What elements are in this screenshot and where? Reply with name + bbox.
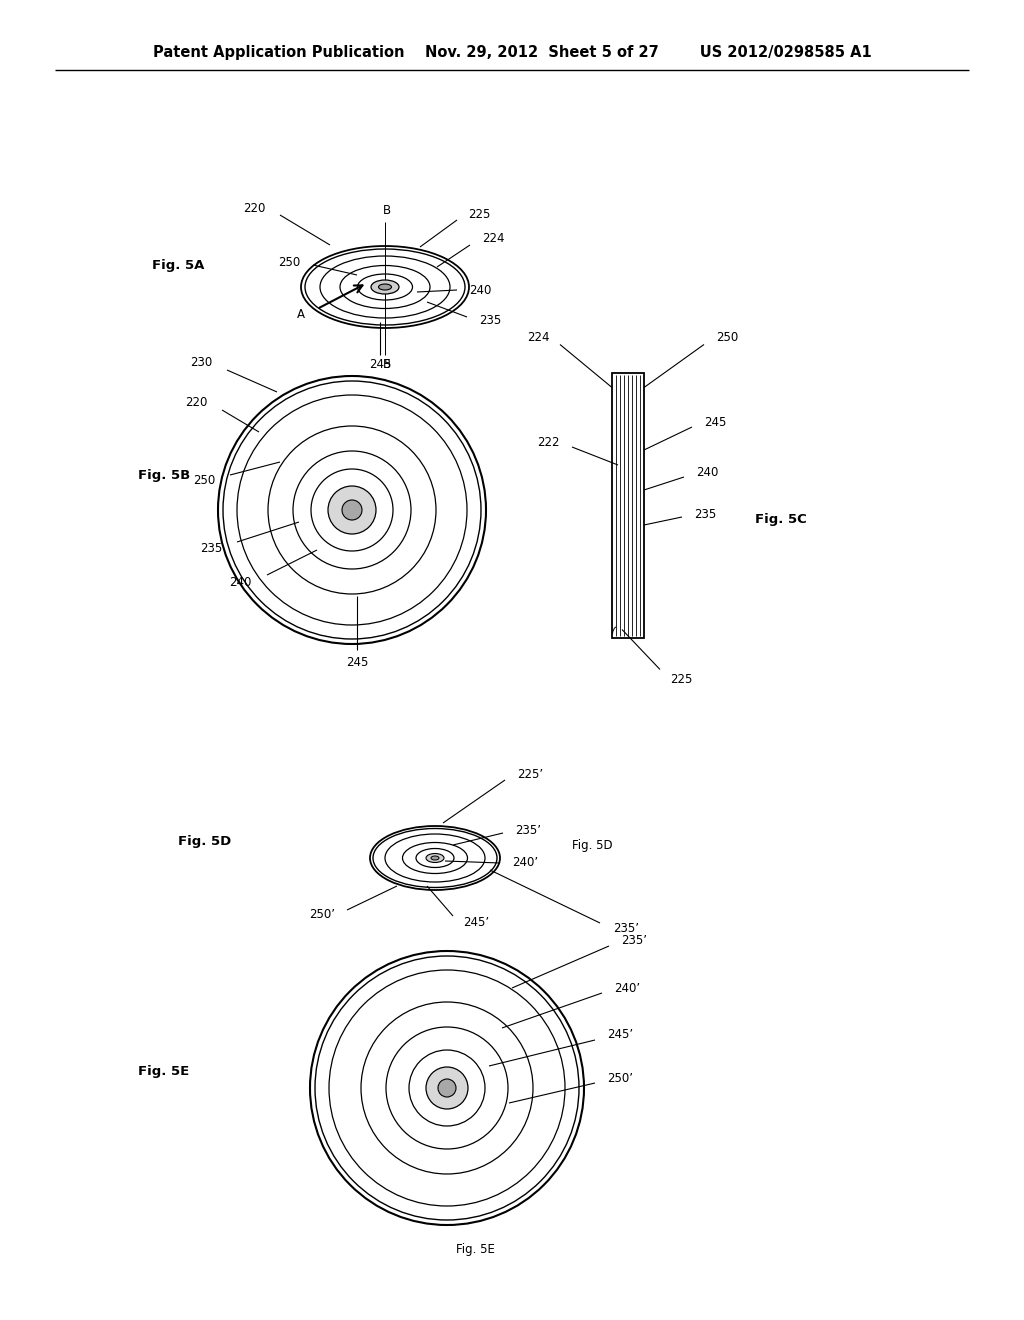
Text: 235: 235 bbox=[479, 314, 502, 326]
Text: 225: 225 bbox=[468, 207, 490, 220]
Text: 245: 245 bbox=[705, 416, 726, 429]
Text: Fig. 5D: Fig. 5D bbox=[178, 836, 231, 849]
Text: 224: 224 bbox=[482, 232, 505, 246]
Text: Fig. 5A: Fig. 5A bbox=[152, 259, 205, 272]
Text: 224: 224 bbox=[527, 331, 550, 345]
Text: 240: 240 bbox=[469, 284, 492, 297]
Text: 230: 230 bbox=[189, 355, 212, 368]
Ellipse shape bbox=[301, 246, 469, 327]
Text: 240’: 240’ bbox=[512, 857, 539, 870]
Text: 235’: 235’ bbox=[613, 921, 639, 935]
Text: 220: 220 bbox=[184, 396, 207, 408]
Text: 245’: 245’ bbox=[463, 916, 489, 928]
Ellipse shape bbox=[379, 284, 391, 290]
Text: 250: 250 bbox=[278, 256, 300, 268]
Ellipse shape bbox=[218, 376, 486, 644]
Text: 220: 220 bbox=[243, 202, 265, 215]
Ellipse shape bbox=[431, 855, 439, 861]
Ellipse shape bbox=[328, 486, 376, 535]
Text: 222: 222 bbox=[538, 436, 560, 449]
Text: 235’: 235’ bbox=[621, 935, 647, 948]
Text: 250: 250 bbox=[193, 474, 215, 487]
Ellipse shape bbox=[426, 1067, 468, 1109]
Text: 245: 245 bbox=[346, 656, 369, 668]
Text: 235’: 235’ bbox=[515, 824, 541, 837]
Text: 225: 225 bbox=[670, 673, 692, 686]
Text: 250: 250 bbox=[716, 331, 738, 345]
Text: A: A bbox=[297, 309, 305, 322]
Ellipse shape bbox=[426, 854, 444, 862]
Text: 235: 235 bbox=[200, 541, 222, 554]
Text: Fig. 5C: Fig. 5C bbox=[755, 513, 807, 527]
Text: Fig. 5E: Fig. 5E bbox=[138, 1065, 189, 1078]
Text: 240: 240 bbox=[229, 576, 252, 589]
Ellipse shape bbox=[438, 1078, 456, 1097]
Ellipse shape bbox=[371, 280, 399, 294]
Text: 245’: 245’ bbox=[607, 1028, 633, 1041]
Ellipse shape bbox=[370, 826, 500, 890]
Text: 225’: 225’ bbox=[517, 768, 543, 781]
Text: 250’: 250’ bbox=[607, 1072, 633, 1085]
Text: B: B bbox=[383, 359, 391, 371]
Text: 235: 235 bbox=[694, 508, 716, 521]
Text: Fig. 5D: Fig. 5D bbox=[572, 840, 612, 853]
Ellipse shape bbox=[342, 500, 362, 520]
Text: Fig. 5E: Fig. 5E bbox=[456, 1243, 495, 1257]
Text: 240’: 240’ bbox=[614, 982, 640, 994]
Text: 240: 240 bbox=[696, 466, 719, 479]
Text: Patent Application Publication    Nov. 29, 2012  Sheet 5 of 27        US 2012/02: Patent Application Publication Nov. 29, … bbox=[153, 45, 871, 59]
Text: 250’: 250’ bbox=[309, 908, 335, 921]
Text: B: B bbox=[383, 205, 391, 218]
Text: Fig. 5B: Fig. 5B bbox=[138, 469, 190, 482]
Text: 245: 245 bbox=[369, 359, 391, 371]
Bar bbox=[612, 372, 644, 638]
Ellipse shape bbox=[310, 950, 584, 1225]
